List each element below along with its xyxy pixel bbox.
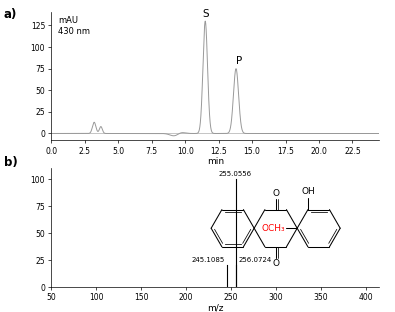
Text: mAU
430 nm: mAU 430 nm <box>58 16 90 37</box>
X-axis label: min: min <box>207 157 224 166</box>
Text: OCH₃: OCH₃ <box>261 224 285 233</box>
Text: 256.0724: 256.0724 <box>238 257 271 263</box>
Text: b): b) <box>4 156 18 169</box>
Text: a): a) <box>4 8 17 21</box>
Text: P: P <box>235 56 242 66</box>
Text: O: O <box>272 259 279 268</box>
Text: 245.1085: 245.1085 <box>192 257 225 263</box>
Text: 255.0556: 255.0556 <box>219 171 252 177</box>
Text: S: S <box>203 8 209 18</box>
Text: OH: OH <box>301 188 315 197</box>
X-axis label: m/z: m/z <box>207 304 224 312</box>
Text: O: O <box>272 189 279 197</box>
